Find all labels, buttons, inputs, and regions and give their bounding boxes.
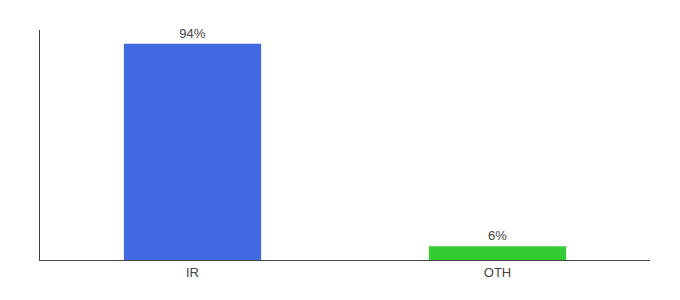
svg-text:IR: IR: [186, 265, 199, 280]
svg-text:OTH: OTH: [484, 265, 511, 280]
svg-text:6%: 6%: [488, 228, 507, 243]
svg-text:94%: 94%: [179, 26, 205, 41]
